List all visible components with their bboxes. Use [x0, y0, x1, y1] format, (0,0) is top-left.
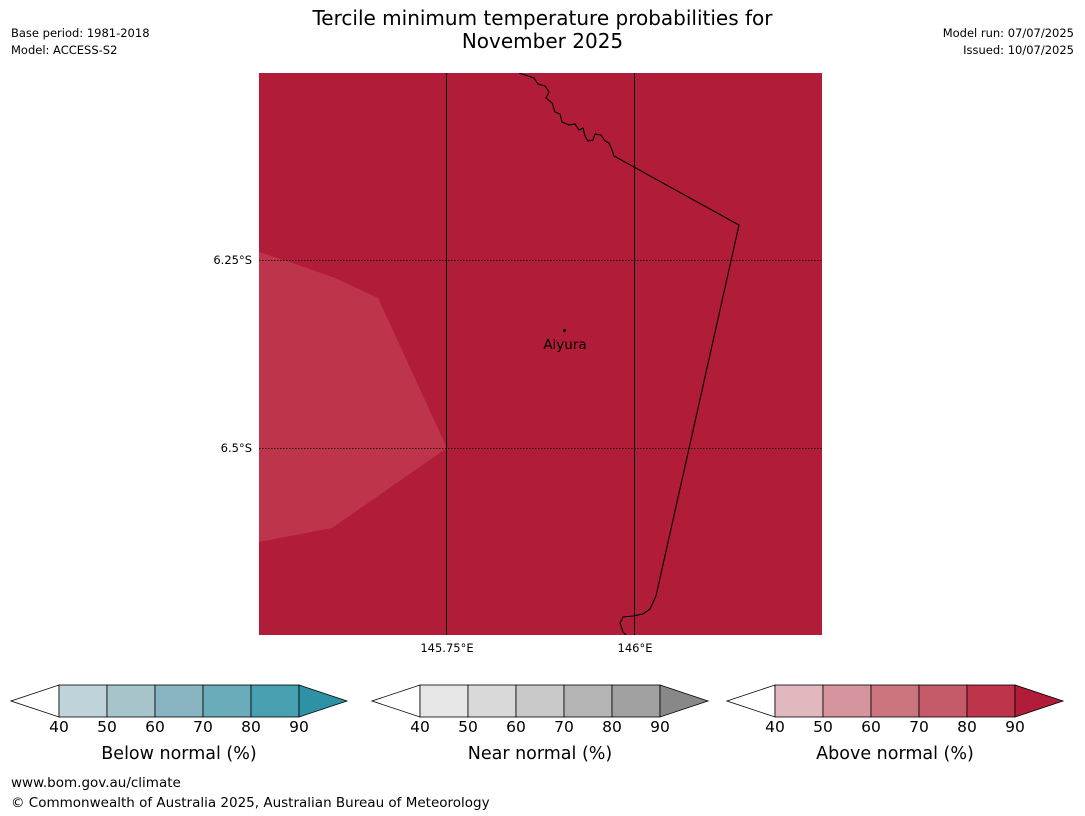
colorbar-lower-extension — [371, 684, 421, 718]
title-line-1: Tercile minimum temperature probabilitie… — [312, 6, 773, 30]
tick-label: 70 — [193, 718, 213, 736]
colorbar-segment — [515, 684, 565, 718]
map-title: Tercile minimum temperature probabilitie… — [0, 7, 1085, 53]
tick-label: 60 — [506, 718, 526, 736]
colorbar-segment — [611, 684, 661, 718]
issued-text: Issued: 10/07/2025 — [963, 43, 1074, 57]
legend-label-near-normal: Near normal (%) — [467, 744, 613, 764]
tick-label: 90 — [289, 718, 309, 736]
colorbar-upper-extension — [659, 684, 710, 718]
colorbar-above-normal — [726, 684, 1065, 718]
footer-url: www.bom.gov.au/climate — [11, 775, 181, 791]
base-period-text: Base period: 1981-2018 — [11, 26, 150, 40]
legend-label-above-normal: Above normal (%) — [816, 744, 974, 764]
colorbar-segment — [563, 684, 613, 718]
colorbar-segment — [58, 684, 108, 718]
tick-label: 70 — [554, 718, 574, 736]
colorbar-segment — [154, 684, 204, 718]
region-above-80-90 — [259, 252, 447, 542]
tick-label: 50 — [458, 718, 478, 736]
tick-label: 50 — [813, 718, 833, 736]
colorbar-segment — [467, 684, 517, 718]
colorbar-near-normal — [371, 684, 710, 718]
colorbar-below-normal — [10, 684, 349, 718]
colorbar-segment — [918, 684, 968, 718]
model-text: Model: ACCESS-S2 — [11, 43, 118, 57]
tick-label: 60 — [145, 718, 165, 736]
colorbar-segment — [419, 684, 469, 718]
tick-label: 90 — [1005, 718, 1025, 736]
colorbar-upper-extension — [298, 684, 349, 718]
colorbar-lower-extension — [726, 684, 776, 718]
colorbar-segment — [822, 684, 872, 718]
tick-label: 80 — [241, 718, 261, 736]
title-line-2: November 2025 — [461, 29, 624, 53]
colorbar-segment — [966, 684, 1016, 718]
colorbar-segment — [774, 684, 824, 718]
tick-label: 90 — [650, 718, 670, 736]
colorbar-segment — [106, 684, 156, 718]
colorbar-upper-extension — [1014, 684, 1065, 718]
meta-left: Base period: 1981-2018 Model: ACCESS-S2 — [11, 25, 150, 59]
meta-right: Model run: 07/07/2025 Issued: 10/07/2025 — [943, 25, 1074, 59]
city-label-aiyura: Aiyura — [543, 337, 587, 353]
tick-label: 40 — [49, 718, 69, 736]
tick-label: 80 — [602, 718, 622, 736]
tick-label: 60 — [861, 718, 881, 736]
border-coastline — [518, 73, 740, 635]
colorbar-segment — [250, 684, 300, 718]
tick-label: 50 — [97, 718, 117, 736]
colorbar-segment — [870, 684, 920, 718]
lon-label-146: 146°E — [617, 641, 653, 655]
tick-label: 70 — [909, 718, 929, 736]
model-run-text: Model run: 07/07/2025 — [942, 26, 1074, 40]
lat-label-6-25: 6.25°S — [213, 253, 252, 267]
lat-label-6-5: 6.5°S — [220, 441, 252, 455]
footer-copyright: © Commonwealth of Australia 2025, Austra… — [11, 795, 490, 811]
tick-label: 40 — [765, 718, 785, 736]
tick-label: 40 — [410, 718, 430, 736]
city-marker-dot — [563, 329, 566, 332]
colorbar-segment — [202, 684, 252, 718]
tick-label: 80 — [957, 718, 977, 736]
lon-label-145-75: 145.75°E — [420, 641, 474, 655]
legend-label-below-normal: Below normal (%) — [101, 744, 257, 764]
colorbar-lower-extension — [10, 684, 60, 718]
